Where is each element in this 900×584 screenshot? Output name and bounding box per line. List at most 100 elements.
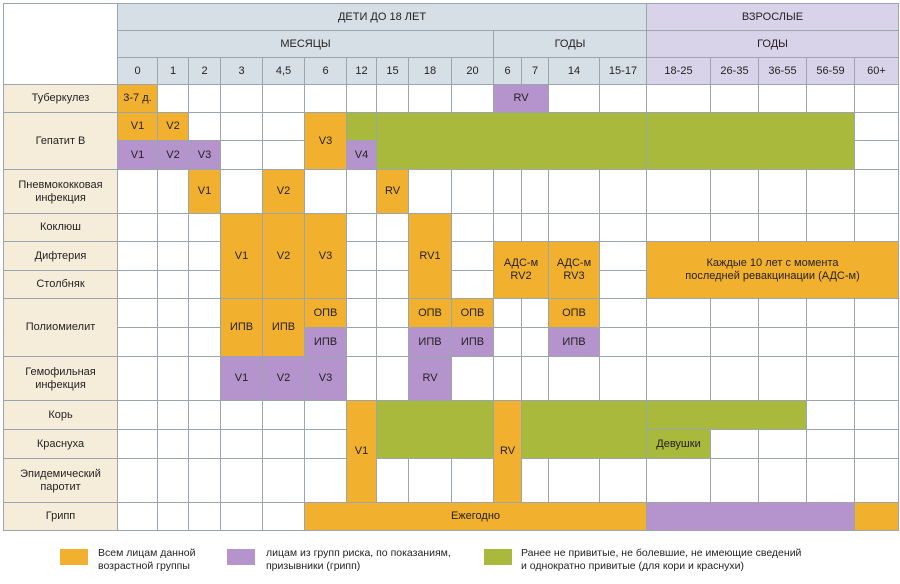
age-label: 20 [466,64,479,77]
schedule-cell [157,458,189,503]
vaccination-label: Ежегодно [450,510,501,522]
schedule-cell [854,112,899,141]
schedule-cell [806,298,855,328]
schedule-cell [806,458,855,503]
years-header: ГОДЫ [493,30,647,58]
schedule-cell [220,112,263,141]
schedule-cell [220,140,263,170]
vaccination-block-orange: ОПВ [408,298,452,328]
schedule-cell [157,84,189,113]
schedule-cell [157,429,189,459]
vaccination-block-orange: V1 [188,169,221,214]
children-header: ДЕТИ ДО 18 ЛЕТ [117,3,647,31]
schedule-cell [646,169,711,214]
schedule-cell [599,458,647,503]
age-header-cell: 20 [451,57,494,85]
disease-label: Краснуха [3,429,118,459]
schedule-cell [646,327,711,357]
schedule-cell [646,298,711,328]
schedule-cell [854,140,899,170]
schedule-cell [451,213,494,242]
schedule-cell [710,356,759,401]
schedule-cell [710,298,759,328]
cell-text: ГОДЫ [554,37,586,50]
vaccination-block-orange: Каждые 10 лет с момента последней ревакц… [646,241,899,299]
schedule-cell [304,400,347,430]
cell-text: МЕСЯЦЫ [280,37,331,50]
vaccination-label: ИПВ [562,335,586,348]
schedule-cell [117,327,158,357]
schedule-cell [408,458,452,503]
vaccination-label: V1 [130,148,145,161]
vaccination-block-orange: V2 [157,112,189,141]
age-header-cell: 56-59 [806,57,855,85]
schedule-cell [304,84,347,113]
vaccination-label: ОПВ [460,306,485,319]
vaccination-block-orange: ИПВ [262,298,305,357]
disease-name: Полиомиелит [25,321,96,333]
vaccination-label: ОПВ [562,306,586,319]
vaccination-label: V4 [354,148,369,161]
schedule-cell [157,270,189,299]
schedule-cell [117,213,158,242]
schedule-cell [220,400,263,430]
vaccination-label: V1 [234,249,249,262]
schedule-cell [758,169,807,214]
legend-swatch-green [484,549,512,565]
schedule-cell [117,458,158,503]
age-header-cell: 4,5 [262,57,305,85]
vaccination-block-purple: ИПВ [304,327,347,357]
disease-label: Столбняк [3,270,118,299]
vaccination-block-orange: ИПВ [220,298,263,357]
schedule-cell [493,169,522,214]
age-label: 15 [386,64,399,77]
vaccination-label: RV [422,372,438,384]
vaccination-label: RV [384,185,401,197]
vaccination-label: RV1 [419,249,441,262]
schedule-cell [710,327,759,357]
schedule-cell [117,298,158,328]
disease-name: Дифтерия [34,249,87,262]
vaccination-schedule-table: ДЕТИ ДО 18 ЛЕТ ВЗРОСЛЫЕ МЕСЯЦЫ ГОДЫ ГОДЫ 0 1 2 3… [3,3,899,531]
disease-name: Столбняк [36,278,85,290]
age-header-cell: 15-17 [599,57,647,85]
schedule-cell [646,458,711,503]
age-label: 4,5 [275,64,292,77]
schedule-cell [157,169,189,214]
vaccination-block-orange: ОПВ [304,298,347,328]
age-label: 60+ [867,64,886,77]
vaccination-block-orange: RV1 [408,213,452,299]
vaccination-label: ИПВ [313,335,338,348]
vaccination-label: V1 [234,372,249,384]
corner-cell [3,3,118,85]
legend-swatch-orange [60,549,88,565]
schedule-cell [346,298,377,328]
schedule-cell [451,270,494,299]
age-header-cell: 12 [346,57,377,85]
schedule-cell [758,458,807,503]
schedule-cell [346,169,377,214]
vaccination-block-orange: 3-7 д. [117,84,158,113]
schedule-cell [376,84,409,113]
vaccination-block-orange: АДС-м RV2 [493,241,549,299]
vaccination-block-orange: V1 [220,213,263,299]
schedule-cell [521,356,549,401]
vaccination-label: Каждые 10 лет с момента последней ревакц… [685,257,860,282]
schedule-cell [304,169,347,214]
vaccination-block-orange: V2 [262,169,305,214]
vaccination-label: V3 [318,134,333,147]
age-header-cell: 14 [548,57,600,85]
age-label: 18 [423,64,437,77]
schedule-cell [220,169,263,214]
age-label: 2 [201,64,208,77]
schedule-cell [157,502,189,531]
disease-name: Гепатит В [35,134,86,147]
schedule-cell [188,429,221,459]
schedule-cell [710,84,759,113]
schedule-cell [521,169,549,214]
schedule-cell [854,298,899,328]
age-header-cell: 18 [408,57,452,85]
schedule-cell [646,213,711,242]
disease-label: Гепатит В [3,112,118,170]
schedule-cell [376,458,409,503]
